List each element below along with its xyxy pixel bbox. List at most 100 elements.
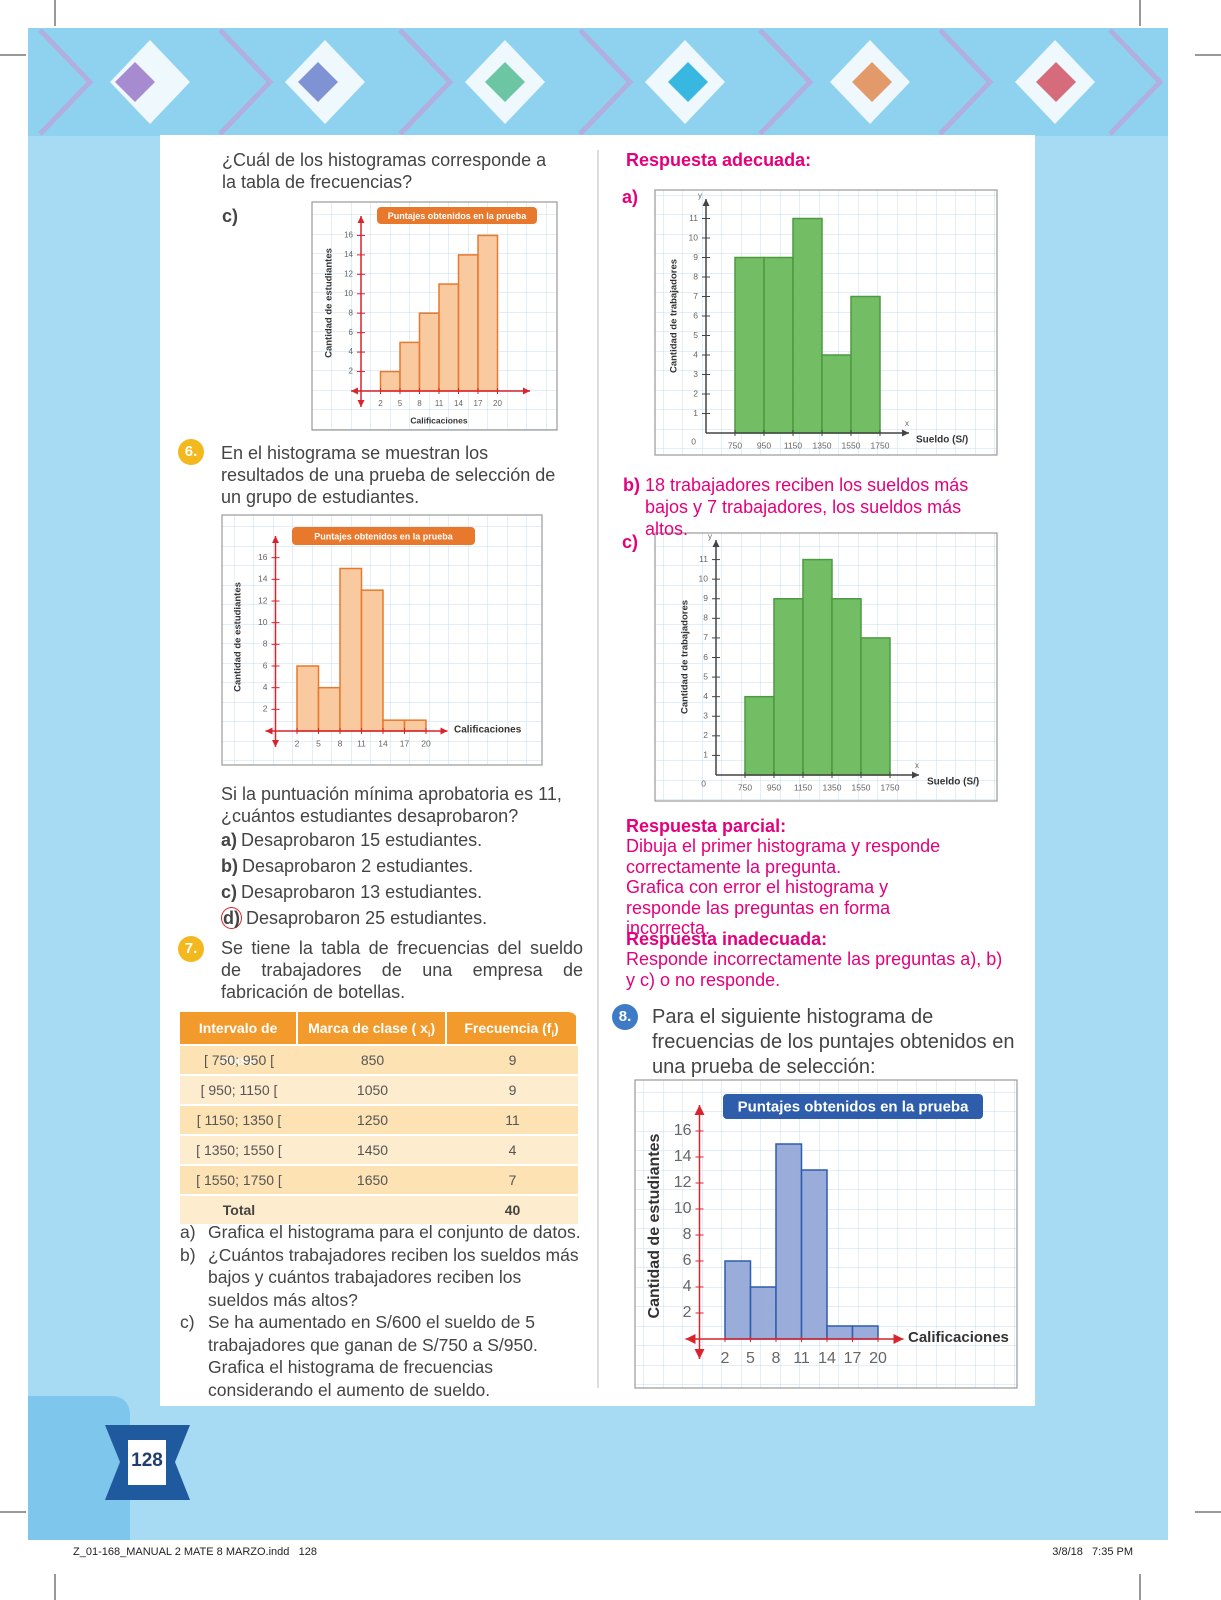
- item-text: Grafica el histograma para el conjunto d…: [208, 1222, 581, 1242]
- x-tick-label: 1350: [823, 782, 842, 792]
- axis-arrow: [351, 387, 358, 395]
- y-tick-label: 4: [683, 1278, 692, 1295]
- x-tick-label: 8: [417, 399, 422, 408]
- title-pill: [377, 207, 537, 224]
- header-text: ): [553, 1020, 559, 1036]
- x-axis-label: Sueldo (S/): [916, 435, 968, 446]
- x-tick-label: 1350: [813, 440, 832, 450]
- y-tick-label: 8: [693, 271, 698, 281]
- axis-arrow: [694, 1105, 705, 1115]
- question-number: 6.: [178, 439, 204, 465]
- option-letter: d): [221, 907, 242, 929]
- bar: [379, 370, 401, 392]
- x-tick-label: 5: [746, 1350, 755, 1367]
- y-tick-label: 8: [349, 308, 354, 317]
- axis-arrow: [272, 740, 279, 747]
- answer-letter: b): [623, 475, 640, 495]
- x-tick-label: 1150: [794, 782, 813, 792]
- y-tick-label: 11: [699, 554, 708, 564]
- table-cell: 1650: [356, 1172, 389, 1188]
- intro: ¿Cuál de los histogramas corresponde a l…: [222, 150, 547, 192]
- y-tick-label: 4: [703, 691, 708, 701]
- bar: [826, 1325, 854, 1340]
- y-tick-label: 14: [258, 574, 268, 584]
- question-text: En el histograma se muestran los resulta…: [221, 443, 556, 507]
- y-axis-label: Cantidad de trabajadores: [680, 600, 691, 714]
- table-cell: 1250: [356, 1112, 389, 1128]
- table-row: [ 1150; 1350 [1250 11: [180, 1106, 578, 1136]
- options: a) Desaprobaron 15 estudiantes. b) Desaprob…: [221, 829, 487, 933]
- y-tick-label: 10: [674, 1200, 692, 1217]
- x-tick-label: 750: [728, 440, 742, 450]
- x-tick-label: 2: [378, 399, 383, 408]
- y-tick-label: 0: [691, 436, 696, 446]
- bar: [399, 341, 421, 392]
- table-total: Total 40: [180, 1196, 578, 1226]
- x-axis-label: Sueldo (S/): [927, 777, 979, 788]
- bar: [831, 598, 862, 776]
- x-tick-label: 11: [357, 738, 366, 748]
- answer-text: Responde incorrectamente las preguntas a…: [626, 949, 1003, 990]
- title-pill: [292, 527, 475, 545]
- y-tick-label: 5: [703, 671, 708, 681]
- y-tick-label: 16: [258, 552, 268, 562]
- bar: [800, 1169, 828, 1340]
- option-text: Desaprobaron 25 estudiantes.: [246, 908, 488, 928]
- bar: [792, 217, 823, 434]
- bar: [477, 234, 499, 392]
- y-tick-label: 8: [263, 639, 268, 649]
- y-tick-label: 6: [683, 1252, 692, 1269]
- x-axis-letter: x: [905, 419, 909, 428]
- x-tick-label: 20: [869, 1350, 887, 1367]
- table-cell: [ 750; 950 [: [203, 1052, 275, 1068]
- y-axis-letter: y: [698, 191, 702, 200]
- answer-text: 18 trabajadores reciben los sueldos más …: [645, 475, 969, 539]
- item-letter: a): [180, 1222, 196, 1242]
- item-letter: b): [180, 1244, 196, 1265]
- y-tick-label: 0: [701, 778, 706, 788]
- bar: [317, 686, 341, 732]
- table-cell: Total: [222, 1202, 256, 1218]
- x-axis-label: Calificaciones: [410, 415, 467, 425]
- table-header: Intervalo de clase Marca de clase ( xi) Fr…: [180, 1012, 578, 1068]
- header-sub: i: [551, 1028, 554, 1039]
- x-tick-label: 1750: [871, 440, 890, 450]
- y-tick-label: 12: [674, 1174, 692, 1191]
- axis-arrow: [272, 536, 279, 543]
- y-tick-label: 2: [263, 704, 268, 714]
- table-row: [ 1350; 1550 [1450 4: [180, 1136, 578, 1166]
- axis-arrow: [357, 216, 365, 223]
- x-tick-label: 5: [316, 738, 321, 748]
- axis-arrow: [357, 400, 365, 407]
- y-tick-label: 10: [689, 232, 699, 242]
- option: a) Desaprobaron 15 estudiantes.: [221, 829, 487, 855]
- item-text: Se ha aumentado en S/600 el sueldo de 5 …: [208, 1312, 538, 1400]
- axis-arrow: [712, 540, 720, 547]
- y-tick-label: 3: [693, 369, 698, 379]
- bar: [850, 295, 881, 434]
- table-row: [ 1550; 1750 [1650 7: [180, 1166, 578, 1196]
- bar: [734, 256, 765, 434]
- item: c) Se ha aumentado en S/600 el sueldo de …: [180, 1311, 585, 1401]
- y-tick-label: 6: [693, 310, 698, 320]
- table-cell: 4: [508, 1142, 517, 1158]
- header-text: ): [430, 1020, 436, 1036]
- option-text: Desaprobaron 2 estudiantes.: [242, 856, 474, 876]
- table-cell: [ 950; 1150 [: [200, 1082, 278, 1098]
- bar: [749, 1286, 777, 1340]
- y-tick-label: 14: [344, 250, 353, 259]
- x-tick-label: 2: [295, 738, 300, 748]
- answer-title: Respuesta adecuada:: [626, 150, 812, 170]
- axis-arrow: [702, 199, 710, 206]
- x-axis-letter: x: [915, 761, 919, 770]
- header-cell: Marca de clase ( xi): [298, 1012, 447, 1044]
- x-tick-label: 17: [844, 1350, 862, 1367]
- y-axis-label: Cantidad de estudiantes: [324, 248, 335, 358]
- answer-title: Respuesta inadecuada:: [626, 929, 828, 949]
- y-tick-label: 10: [258, 617, 268, 627]
- x-axis-label: Calificaciones: [908, 1329, 1009, 1346]
- item: b) ¿Cuántos trabajadores reciben los suel…: [180, 1244, 585, 1312]
- question-number: 8.: [612, 1004, 638, 1030]
- y-tick-label: 6: [703, 652, 708, 662]
